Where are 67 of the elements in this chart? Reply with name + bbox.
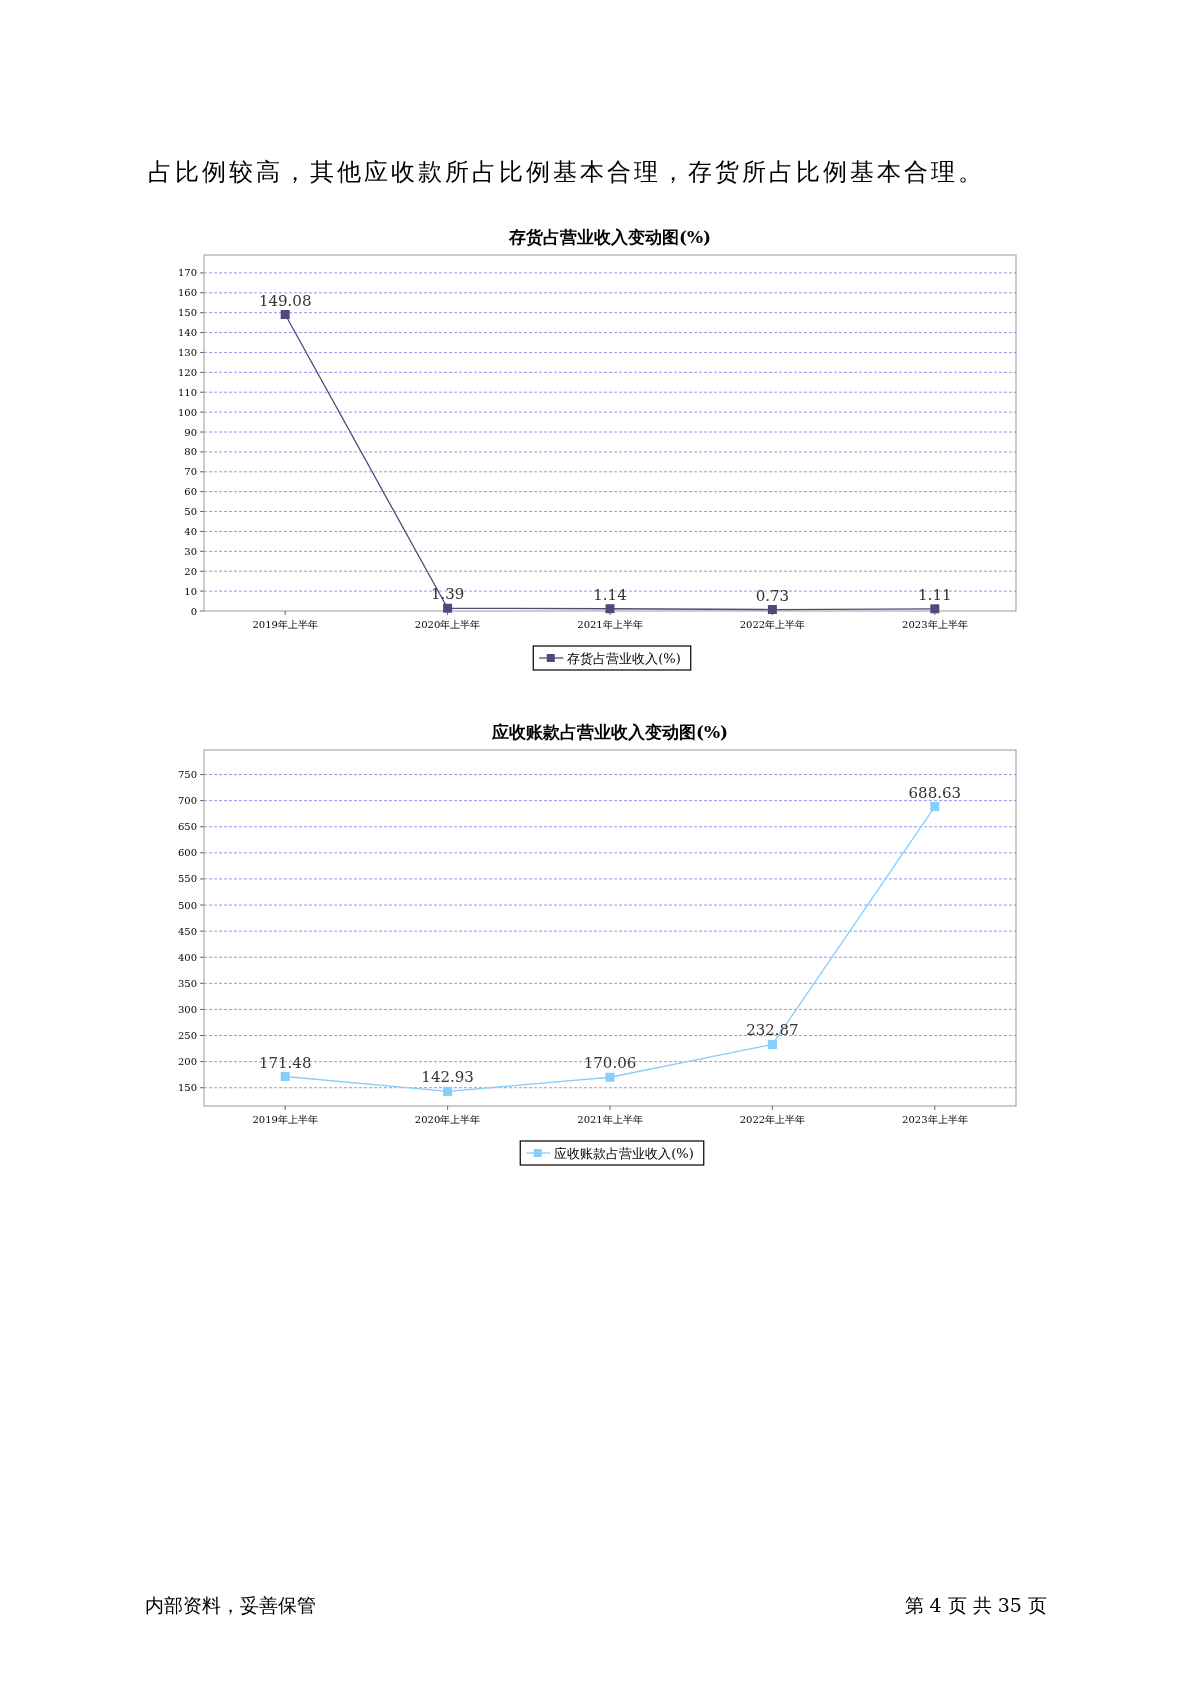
data-label: 232.87 [746, 1021, 799, 1040]
y-tick-label: 650 [177, 821, 197, 833]
y-tick-label: 20 [184, 565, 197, 577]
text: 第 4 页 共 35 页 [904, 1594, 1047, 1616]
x-tick-label: 2020年上半年 [414, 1114, 481, 1125]
x-tick-label: 2022年上半年 [739, 619, 806, 630]
y-tick-label: 200 [177, 1056, 197, 1068]
data-label: 0.73 [755, 586, 790, 605]
y-tick-label: 600 [177, 847, 197, 859]
text: 内部资料，妥善保管 [145, 1594, 316, 1616]
point [930, 604, 940, 614]
point [605, 604, 615, 614]
y-tick-label: 140 [177, 327, 197, 339]
y-tick-label: 550 [177, 873, 197, 885]
legend-label: 存货占营业收入(%) [567, 651, 681, 666]
y-tick-label: 400 [177, 951, 197, 963]
y-tick-label: 70 [184, 466, 197, 478]
point [605, 1072, 615, 1082]
point [280, 310, 290, 320]
y-tick-label: 0 [190, 605, 197, 617]
y-tick-label: 50 [184, 506, 197, 518]
y-tick-label: 250 [177, 1030, 197, 1042]
x-tick-label: 2021年上半年 [577, 1114, 643, 1125]
y-tick-label: 80 [184, 446, 197, 458]
y-tick-label: 150 [177, 1082, 197, 1094]
x-tick-label: 2019年上半年 [252, 619, 318, 630]
data-label: 688.63 [908, 783, 962, 802]
data-label: 149.08 [258, 291, 312, 310]
data-label: 170.06 [583, 1054, 637, 1073]
y-tick-label: 60 [184, 486, 197, 498]
y-tick-label: 150 [177, 307, 197, 319]
y-tick-label: 350 [177, 977, 197, 989]
x-tick-label: 2023年上半年 [902, 619, 968, 630]
y-tick-label: 750 [177, 769, 197, 781]
y-tick-label: 700 [177, 795, 197, 807]
point [443, 1086, 453, 1096]
y-tick-label: 450 [177, 925, 197, 937]
x-tick-label: 2023年上半年 [902, 1114, 968, 1125]
point [443, 603, 453, 613]
data-label: 171.48 [258, 1053, 312, 1072]
data-label: 1.11 [918, 585, 952, 604]
data-label: 142.93 [421, 1068, 474, 1087]
x-tick-label: 2022年上半年 [739, 1114, 806, 1125]
point [767, 1039, 777, 1049]
y-tick-label: 130 [177, 346, 197, 358]
y-tick-label: 100 [177, 406, 197, 418]
x-tick-label: 2021年上半年 [577, 619, 643, 630]
point [930, 802, 940, 812]
y-tick-label: 170 [177, 267, 197, 279]
legend-label: 应收账款占营业收入(%) [554, 1146, 694, 1161]
y-tick-label: 120 [177, 366, 197, 378]
point [280, 1072, 290, 1082]
text: 占比例较高，其他应收款所占比例基本合理，存货所占比例基本合理。 [148, 158, 985, 186]
chart-title: 应收账款占营业收入变动图(%) [490, 722, 729, 742]
y-tick-label: 90 [184, 426, 197, 438]
y-tick-label: 30 [184, 545, 197, 557]
y-tick-label: 160 [177, 287, 197, 299]
x-tick-label: 2019年上半年 [252, 1114, 318, 1125]
y-tick-label: 10 [184, 585, 197, 597]
x-tick-label: 2020年上半年 [414, 619, 481, 630]
chart-title: 存货占营业收入变动图(%) [507, 227, 712, 247]
y-tick-label: 40 [184, 525, 197, 537]
data-label: 1.14 [593, 585, 627, 604]
y-tick-label: 500 [177, 899, 197, 911]
point [767, 605, 777, 615]
y-tick-label: 110 [177, 386, 197, 398]
y-tick-label: 300 [177, 1003, 197, 1015]
